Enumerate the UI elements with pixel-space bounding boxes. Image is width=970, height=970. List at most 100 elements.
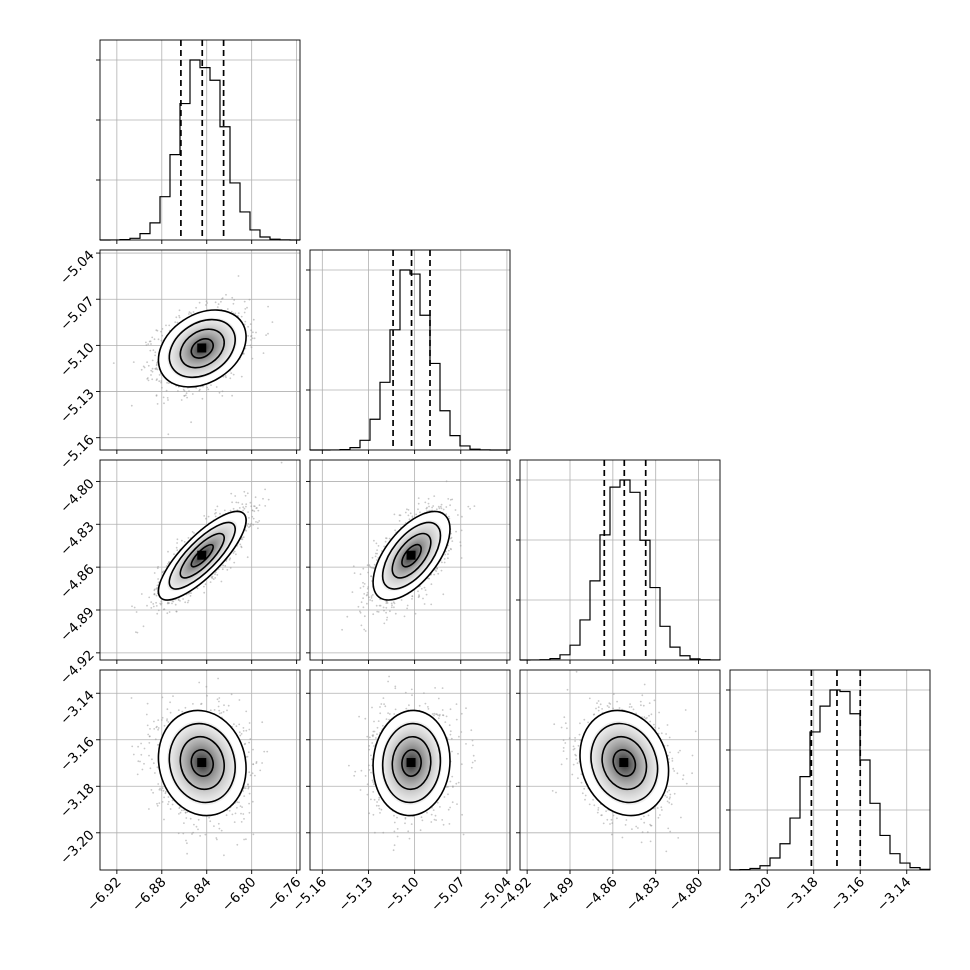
scatter-point	[214, 301, 217, 304]
scatter-point	[222, 564, 225, 567]
scatter-point	[415, 513, 417, 516]
scatter-point	[192, 703, 194, 705]
scatter-point	[161, 571, 164, 574]
scatter-point	[182, 598, 185, 600]
scatter-panel-2-1	[306, 459, 511, 664]
scatter-point	[156, 584, 159, 587]
scatter-point	[221, 395, 224, 397]
scatter-point	[148, 596, 151, 599]
scatter-point	[137, 760, 140, 763]
scatter-point	[362, 597, 364, 600]
scatter-point	[142, 365, 145, 368]
scatter-point	[151, 367, 154, 370]
scatter-point	[216, 306, 219, 308]
scatter-point	[151, 378, 154, 381]
scatter-point	[440, 507, 443, 510]
scatter-point	[370, 575, 372, 577]
scatter-point	[231, 501, 234, 504]
scatter-point	[398, 520, 401, 522]
scatter-point	[142, 625, 145, 628]
scatter-point	[366, 593, 369, 596]
scatter-point	[391, 604, 393, 607]
scatter-point	[210, 576, 213, 579]
scatter-point	[249, 323, 252, 325]
scatter-point	[376, 552, 378, 555]
scatter-point	[244, 320, 247, 323]
scatter-point	[135, 611, 138, 613]
scatter-point	[258, 520, 261, 522]
scatter-point	[206, 386, 209, 389]
contour-level-0	[372, 510, 451, 601]
scatter-point	[156, 368, 159, 371]
scatter-point	[242, 813, 245, 815]
panel-content	[310, 460, 510, 660]
scatter-point	[156, 567, 159, 570]
scatter-point	[178, 309, 181, 312]
scatter-point	[184, 601, 187, 604]
scatter-point	[424, 589, 427, 591]
scatter-point	[147, 364, 150, 367]
scatter-point	[198, 681, 201, 684]
scatter-point	[383, 545, 386, 548]
scatter-point	[205, 304, 207, 306]
contour-level-2	[391, 532, 432, 579]
scatter-point	[419, 511, 421, 514]
scatter-point	[435, 508, 438, 511]
scatter-point	[454, 509, 457, 511]
scatter-point	[225, 293, 227, 296]
scatter-point	[250, 334, 253, 337]
scatter-point	[192, 311, 195, 313]
scatter-point	[218, 697, 221, 699]
scatter-point	[176, 542, 179, 544]
scatter-point	[469, 507, 471, 510]
scatter-point	[248, 526, 250, 529]
scatter-point	[420, 587, 423, 590]
scatter-point	[253, 337, 256, 340]
scatter-point	[241, 538, 244, 541]
scatter-point	[243, 353, 245, 355]
scatter-point	[428, 505, 430, 508]
scatter-point	[238, 699, 241, 701]
scatter-point	[262, 352, 265, 354]
scatter-point	[246, 556, 249, 559]
scatter-point	[240, 375, 243, 378]
scatter-point	[235, 501, 238, 504]
scatter-point	[243, 311, 246, 314]
scatter-point	[146, 361, 149, 364]
scatter-point	[447, 553, 449, 555]
scatter-point	[258, 504, 261, 506]
scatter-point	[171, 602, 173, 605]
scatter-point	[406, 508, 408, 511]
scatter-point	[447, 498, 450, 500]
scatter-point	[185, 817, 188, 819]
contour-level-0	[157, 510, 247, 601]
scatter-point	[376, 610, 379, 613]
scatter-point	[383, 622, 386, 625]
scatter-point	[195, 387, 198, 389]
scatter-point	[357, 605, 360, 608]
scatter-point	[183, 541, 186, 543]
hist-panel-2	[516, 459, 721, 664]
panel-frame	[729, 669, 931, 871]
scatter-point	[241, 503, 244, 505]
scatter-point	[373, 539, 375, 542]
scatter-point	[191, 531, 194, 533]
scatter-point	[460, 557, 463, 559]
scatter-point	[411, 595, 414, 598]
scatter-point	[176, 321, 179, 324]
scatter-point	[171, 803, 174, 806]
scatter-point	[228, 558, 231, 561]
scatter-point	[206, 302, 209, 304]
scatter-point	[155, 588, 158, 590]
scatter-point	[173, 553, 175, 556]
scatter-point	[430, 603, 433, 606]
scatter-point	[150, 601, 153, 603]
scatter-point	[171, 600, 174, 602]
scatter-point	[220, 712, 223, 714]
scatter-point	[243, 300, 246, 303]
scatter-point	[151, 336, 154, 339]
scatter-point	[155, 379, 158, 381]
scatter-point	[457, 514, 459, 516]
scatter-point	[150, 789, 153, 791]
scatter-point	[359, 587, 362, 589]
